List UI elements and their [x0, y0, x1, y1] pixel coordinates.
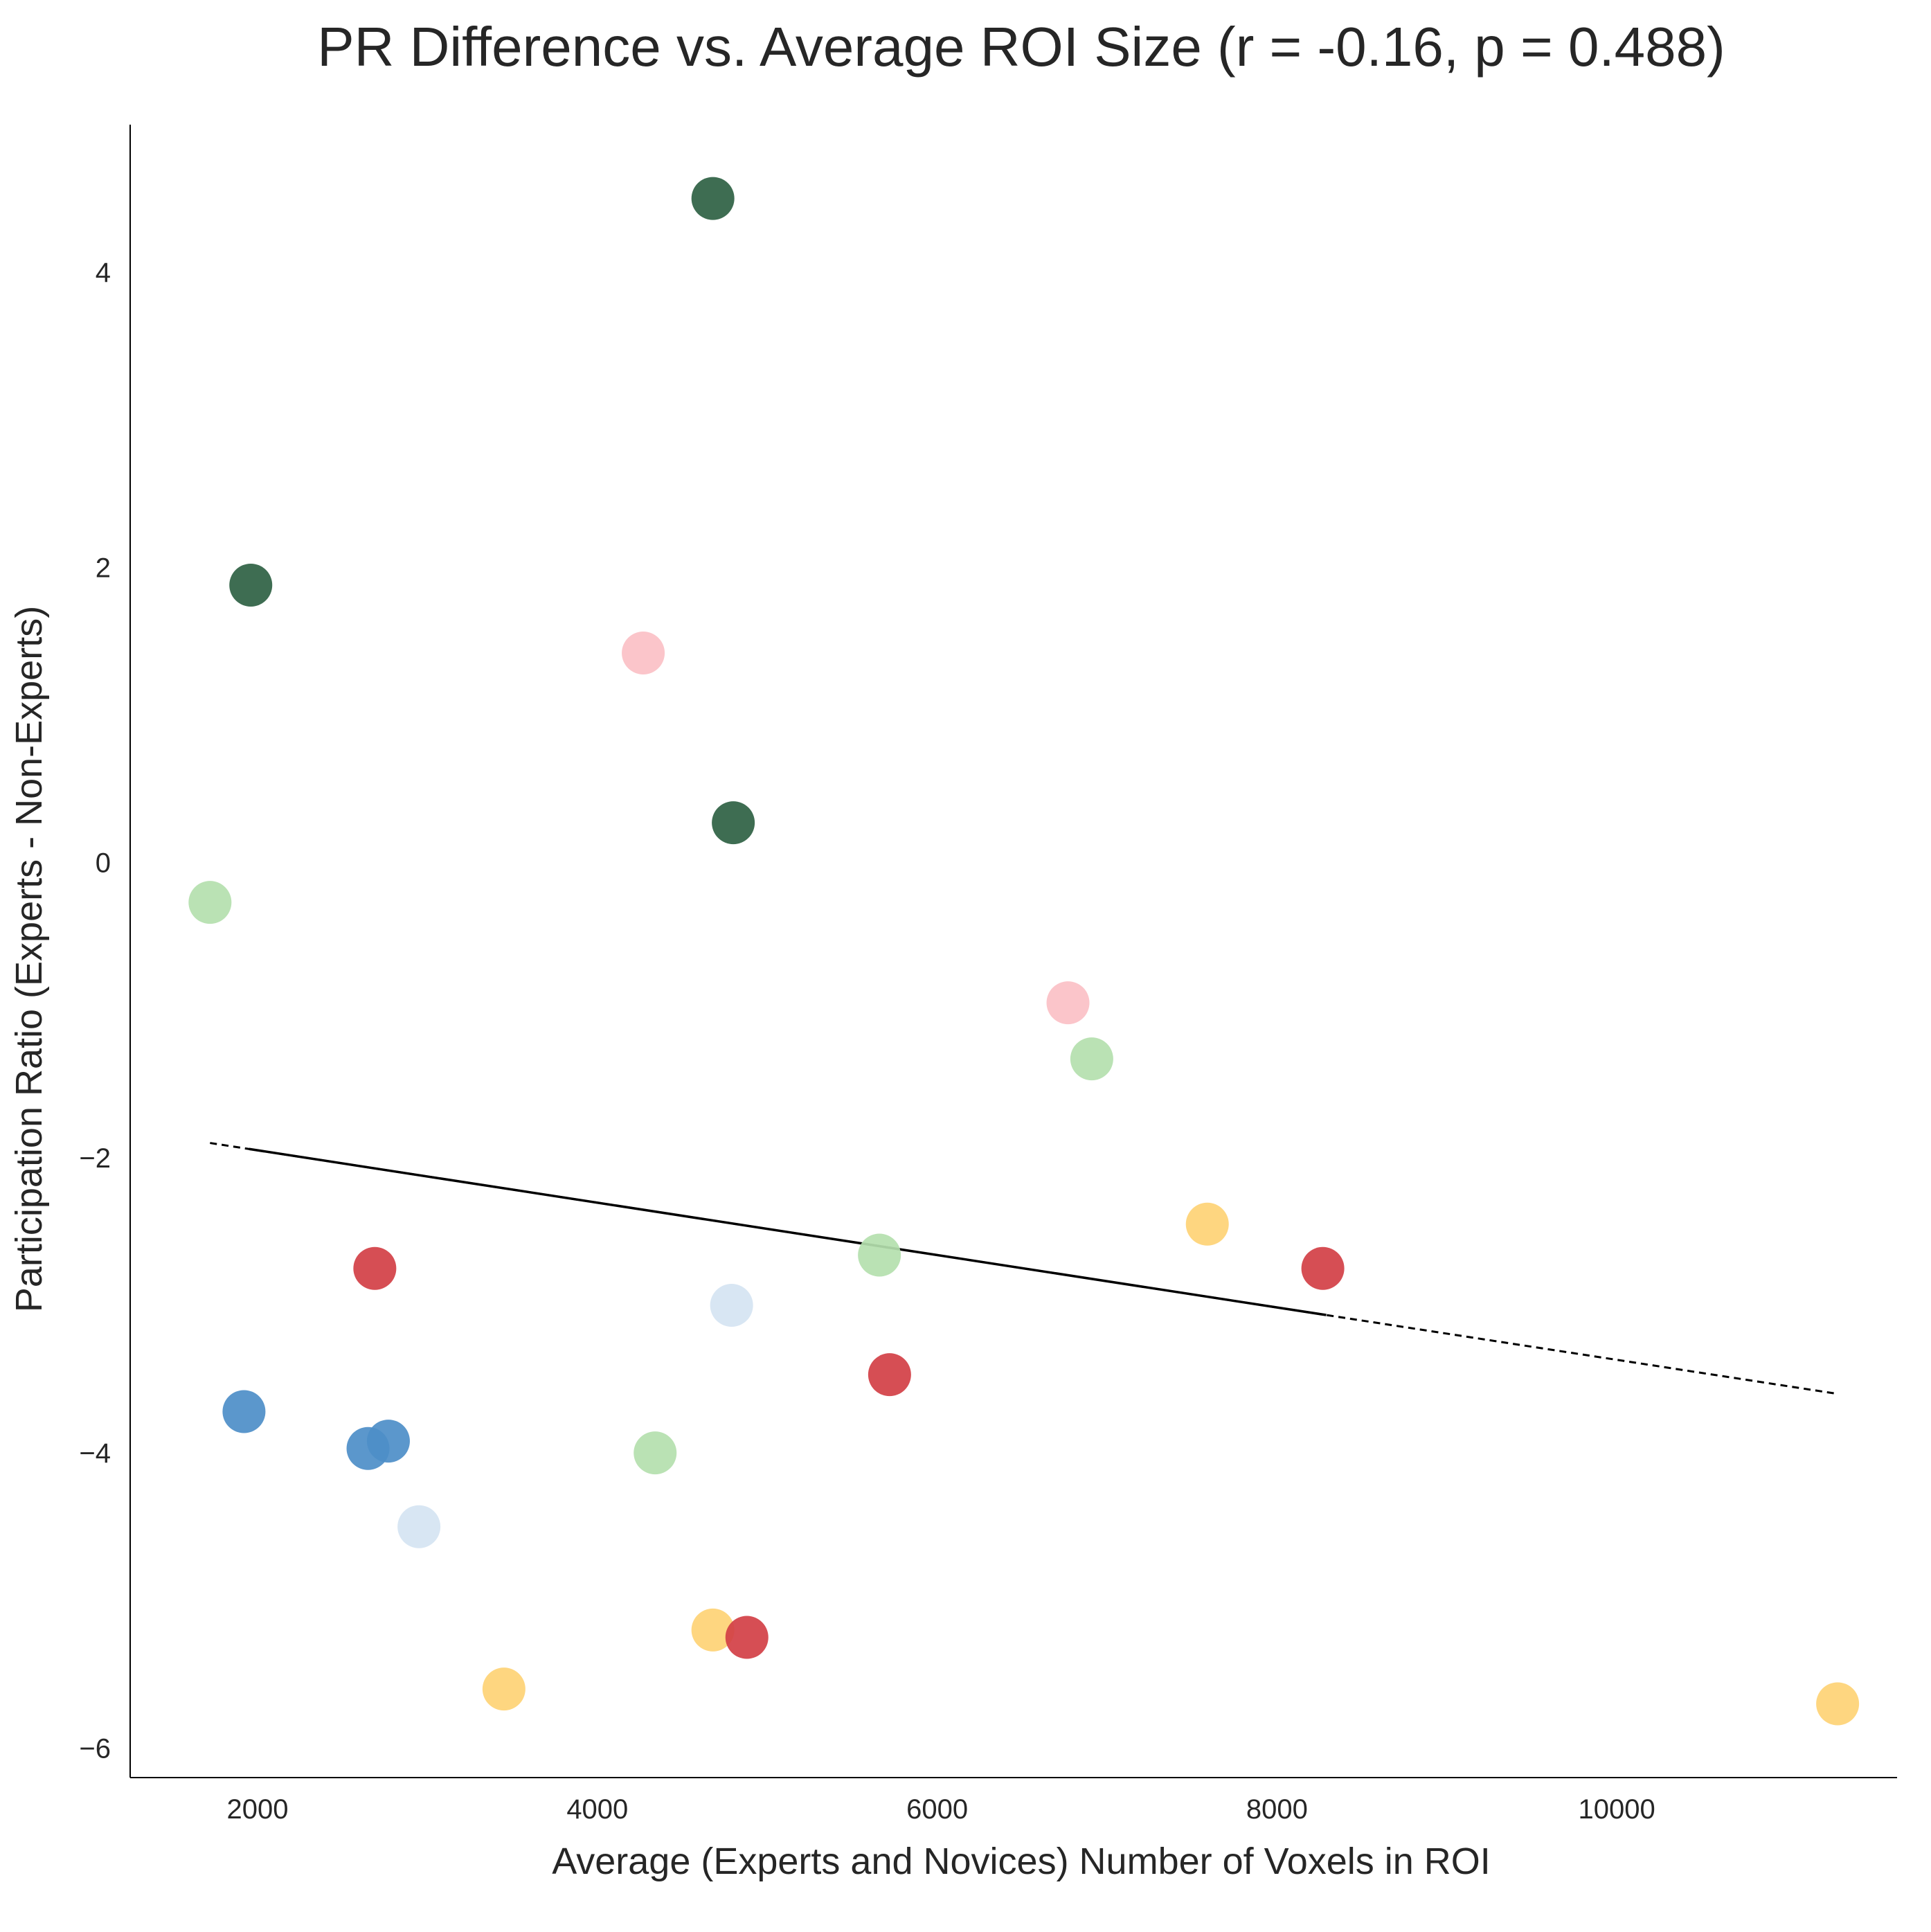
data-point	[222, 1390, 266, 1433]
regression-line-solid	[249, 1147, 1327, 1316]
y-tick-label: 2	[96, 553, 111, 583]
data-point	[1816, 1682, 1860, 1726]
data-point	[353, 1246, 397, 1290]
data-point	[712, 801, 755, 845]
data-point	[188, 881, 232, 924]
y-tick-label: −6	[79, 1733, 111, 1764]
y-tick-label: 4	[96, 258, 111, 288]
data-point	[691, 1608, 735, 1652]
x-axis-label: Average (Experts and Novices) Number of …	[552, 1841, 1491, 1882]
x-tick-label: 4000	[566, 1794, 628, 1825]
data-points	[188, 177, 1860, 1726]
data-point	[710, 1284, 753, 1327]
data-point	[1046, 981, 1090, 1025]
data-point	[482, 1667, 526, 1711]
data-point	[634, 1431, 677, 1475]
x-tick-label: 10000	[1578, 1794, 1655, 1825]
data-point	[691, 177, 735, 220]
data-point	[397, 1505, 441, 1548]
plot-area	[129, 125, 1897, 1778]
data-point	[1070, 1037, 1113, 1081]
data-point	[858, 1233, 901, 1277]
x-tick-label: 6000	[906, 1794, 968, 1825]
x-axis-ticks: 2000 4000 6000 8000 10000	[227, 1794, 1655, 1825]
regression-line	[210, 1142, 1838, 1395]
y-axis-ticks: −6 −4 −2 0 2 4	[79, 258, 111, 1764]
y-tick-label: −4	[79, 1438, 111, 1469]
y-axis-label: Participation Ratio (Experts - Non-Exper…	[8, 606, 50, 1312]
data-point	[366, 1420, 410, 1463]
y-tick-label: 0	[96, 848, 111, 879]
data-point	[725, 1616, 769, 1659]
chart-title: PR Difference vs. Average ROI Size (r = …	[317, 16, 1725, 78]
data-point	[1185, 1202, 1229, 1246]
data-point	[1301, 1246, 1345, 1290]
data-point	[229, 563, 273, 607]
x-tick-label: 8000	[1246, 1794, 1308, 1825]
x-tick-label: 2000	[227, 1794, 289, 1825]
y-tick-label: −2	[79, 1143, 111, 1174]
data-point	[868, 1353, 911, 1397]
data-point	[622, 631, 665, 674]
